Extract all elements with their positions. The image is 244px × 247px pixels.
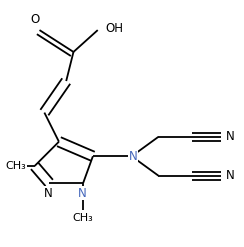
Text: N: N [226,169,235,182]
Text: N: N [129,150,137,163]
Text: N: N [44,186,52,200]
Text: N: N [78,186,86,200]
Text: O: O [30,13,39,26]
Text: CH₃: CH₃ [6,161,26,171]
Text: N: N [226,130,235,143]
Text: OH: OH [105,22,123,35]
Text: CH₃: CH₃ [73,213,93,223]
